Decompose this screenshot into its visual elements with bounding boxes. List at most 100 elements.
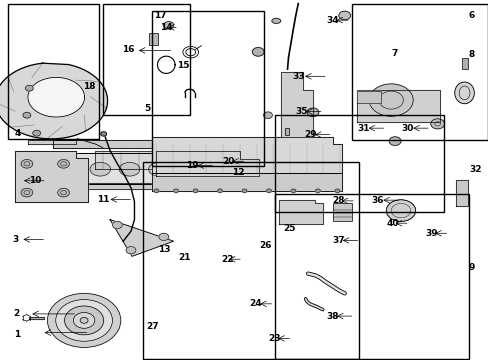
Polygon shape xyxy=(356,91,381,103)
Ellipse shape xyxy=(90,162,110,176)
Text: 25: 25 xyxy=(283,224,296,233)
Text: 40: 40 xyxy=(386,219,398,228)
Circle shape xyxy=(101,132,106,136)
Circle shape xyxy=(126,247,136,254)
Circle shape xyxy=(338,11,350,20)
Text: 8: 8 xyxy=(468,50,474,59)
Polygon shape xyxy=(95,151,232,169)
Text: 15: 15 xyxy=(177,61,190,70)
Text: 33: 33 xyxy=(292,72,305,81)
Text: 5: 5 xyxy=(144,104,150,112)
Circle shape xyxy=(266,189,271,193)
Text: 13: 13 xyxy=(158,246,170,254)
Text: 3: 3 xyxy=(12,235,19,244)
Text: 17: 17 xyxy=(154,12,167,21)
Bar xyxy=(284,128,288,135)
Circle shape xyxy=(290,189,295,193)
Circle shape xyxy=(306,108,318,117)
Polygon shape xyxy=(151,173,342,191)
Bar xyxy=(143,162,359,359)
Polygon shape xyxy=(110,220,173,256)
Bar xyxy=(275,115,443,212)
Ellipse shape xyxy=(454,82,473,104)
Polygon shape xyxy=(455,180,468,206)
Bar xyxy=(461,58,467,69)
Polygon shape xyxy=(29,317,44,319)
Ellipse shape xyxy=(119,162,140,176)
Circle shape xyxy=(334,189,339,193)
Polygon shape xyxy=(278,200,322,224)
Ellipse shape xyxy=(61,162,81,176)
Text: 30: 30 xyxy=(400,123,412,132)
Polygon shape xyxy=(356,90,439,122)
Text: 26: 26 xyxy=(259,241,271,250)
Circle shape xyxy=(217,189,222,193)
Text: 18: 18 xyxy=(83,82,96,91)
Text: 31: 31 xyxy=(356,123,369,132)
Text: 21: 21 xyxy=(178,253,191,262)
Polygon shape xyxy=(53,140,190,148)
Text: 14: 14 xyxy=(160,23,172,32)
Circle shape xyxy=(64,306,103,335)
Text: 35: 35 xyxy=(295,107,308,116)
Circle shape xyxy=(21,159,33,168)
Text: 39: 39 xyxy=(425,229,437,238)
Circle shape xyxy=(159,233,168,240)
Bar xyxy=(149,33,158,45)
Circle shape xyxy=(242,189,246,193)
Text: 4: 4 xyxy=(15,129,21,138)
Ellipse shape xyxy=(148,162,169,176)
Polygon shape xyxy=(53,183,193,189)
Circle shape xyxy=(430,119,444,129)
Circle shape xyxy=(154,189,159,193)
Text: 24: 24 xyxy=(249,299,262,308)
Bar xyxy=(8,4,99,139)
Polygon shape xyxy=(28,77,84,117)
Text: 20: 20 xyxy=(222,157,234,166)
Polygon shape xyxy=(151,137,342,173)
Circle shape xyxy=(388,137,400,145)
Text: 27: 27 xyxy=(146,323,159,331)
Circle shape xyxy=(163,22,173,29)
Circle shape xyxy=(173,189,178,193)
Circle shape xyxy=(33,130,41,136)
Text: 6: 6 xyxy=(468,10,474,19)
Circle shape xyxy=(263,112,272,118)
Text: 16: 16 xyxy=(122,45,135,54)
Text: 28: 28 xyxy=(332,197,345,205)
Polygon shape xyxy=(156,151,259,176)
Text: 1: 1 xyxy=(14,330,20,339)
Circle shape xyxy=(112,221,122,229)
Text: 9: 9 xyxy=(468,264,474,272)
Bar xyxy=(351,4,487,140)
Text: 10: 10 xyxy=(29,176,41,185)
Circle shape xyxy=(23,112,31,118)
Circle shape xyxy=(315,189,320,193)
Text: 2: 2 xyxy=(14,309,20,318)
Polygon shape xyxy=(56,153,190,184)
Text: 29: 29 xyxy=(304,130,317,139)
Bar xyxy=(332,203,351,221)
Polygon shape xyxy=(281,72,312,137)
Circle shape xyxy=(252,48,264,56)
Ellipse shape xyxy=(386,200,415,221)
Text: 12: 12 xyxy=(232,168,244,177)
Bar xyxy=(275,194,468,359)
Circle shape xyxy=(80,318,88,323)
Circle shape xyxy=(368,84,412,116)
Bar xyxy=(50,154,59,184)
Text: 11: 11 xyxy=(97,195,109,204)
Text: 32: 32 xyxy=(468,165,481,174)
Circle shape xyxy=(21,188,33,197)
Polygon shape xyxy=(15,151,88,202)
Bar xyxy=(151,11,264,166)
Text: 7: 7 xyxy=(390,49,397,58)
Circle shape xyxy=(56,300,112,341)
Circle shape xyxy=(58,159,69,168)
Text: 23: 23 xyxy=(267,334,280,343)
Polygon shape xyxy=(0,63,107,139)
Circle shape xyxy=(73,312,95,328)
Polygon shape xyxy=(28,140,76,144)
Circle shape xyxy=(47,293,121,347)
Text: 36: 36 xyxy=(371,196,384,204)
